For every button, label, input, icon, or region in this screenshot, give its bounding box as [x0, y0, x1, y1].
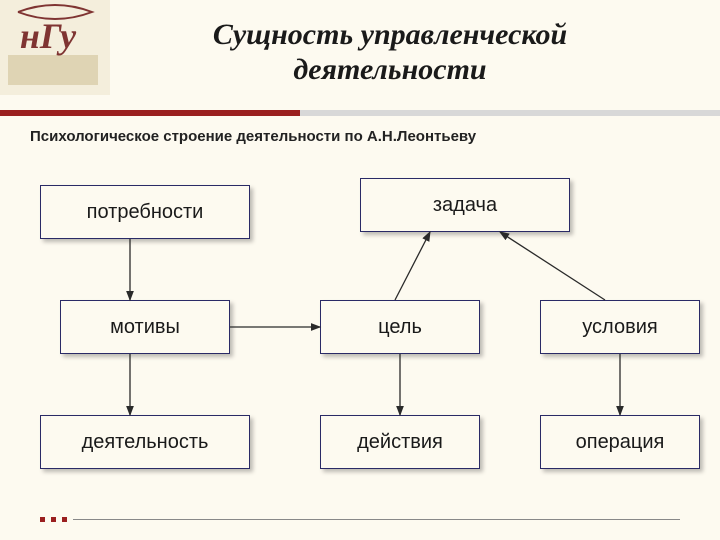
node-task: задача	[360, 178, 570, 232]
node-motives: мотивы	[60, 300, 230, 354]
footer-square-icon	[51, 517, 56, 522]
footer-decoration	[40, 517, 680, 522]
edge-arrow	[395, 232, 430, 300]
title-line2: деятельности	[293, 53, 486, 86]
footer-square-icon	[40, 517, 45, 522]
hr-rest	[300, 110, 720, 116]
footer-rule	[73, 519, 680, 520]
node-actions: действия	[320, 415, 480, 469]
node-conditions: условия	[540, 300, 700, 354]
node-needs: потребности	[40, 185, 250, 239]
node-goal: цель	[320, 300, 480, 354]
svg-text:нГу: нГу	[20, 16, 77, 56]
title-line1: Сущность управленческой	[213, 18, 567, 51]
subtitle: Психологическое строение деятельности по…	[30, 128, 690, 145]
node-operation: операция	[540, 415, 700, 469]
page-title: Сущность управленческой деятельности	[80, 18, 700, 87]
hr-accent	[0, 110, 300, 116]
node-activity: деятельность	[40, 415, 250, 469]
footer-square-icon	[62, 517, 67, 522]
edge-arrow	[500, 232, 605, 300]
title-underline	[0, 110, 720, 116]
